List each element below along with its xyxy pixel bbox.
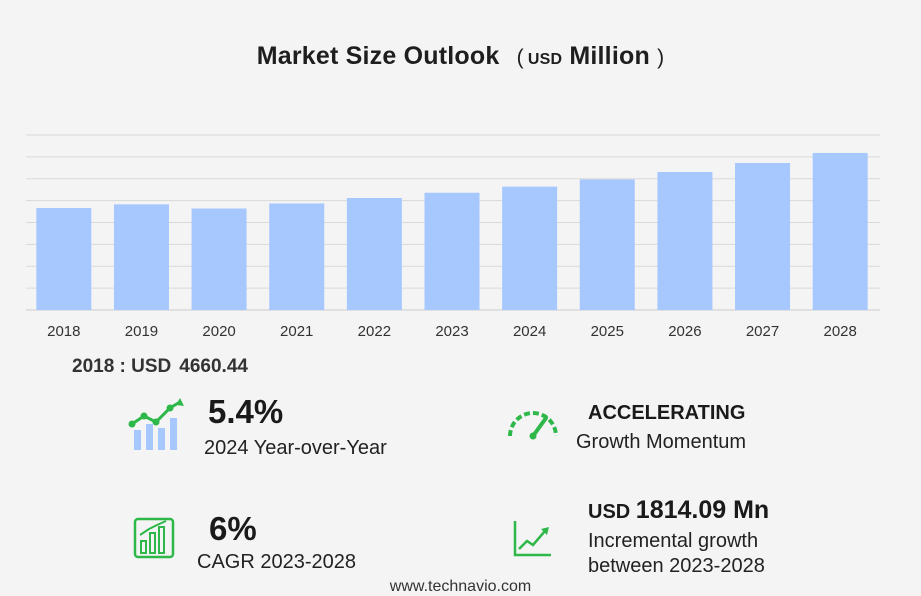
cagr-value: 6% <box>209 510 257 547</box>
incremental-number: 1814.09 Mn <box>635 496 770 524</box>
base-year-stat: 2018 : USD 4660.44 <box>72 356 248 378</box>
yoy-value: 5.4% <box>208 393 284 430</box>
x-tick-2026: 2026 <box>668 323 701 340</box>
chart-title: Market Size Outlook (USD Million ) <box>0 42 921 71</box>
x-tick-2024: 2024 <box>513 323 546 340</box>
bar-2020 <box>191 208 247 310</box>
bar-2028 <box>812 152 868 310</box>
bar-chart-icon <box>133 517 175 559</box>
line-growth-icon <box>513 521 551 557</box>
x-tick-2023: 2023 <box>435 323 468 340</box>
title-close-paren: ) <box>657 46 665 69</box>
title-open-paren: ( <box>516 46 524 69</box>
incremental-label-1: Incremental growth <box>588 530 759 552</box>
bar-2021 <box>269 203 325 310</box>
momentum-value: ACCELERATING <box>588 402 746 424</box>
bar-2026 <box>657 171 713 310</box>
bars <box>36 152 868 310</box>
x-tick-labels: 2018 2019 2020 2021 2022 2023 2024 2025 2026 2027… <box>47 323 857 340</box>
momentum-label: Growth Momentum <box>576 431 747 453</box>
bar-2025 <box>579 179 635 310</box>
incremental-value: USD 1814.09 Mn <box>588 496 769 525</box>
title-main: Market Size Outlook <box>256 42 500 70</box>
speedometer-icon <box>508 411 558 440</box>
bar-2018 <box>36 208 92 310</box>
yoy-label: 2024 Year-over-Year <box>204 437 387 459</box>
incremental-prefix: USD <box>588 501 631 523</box>
title-unit-small: USD <box>527 51 563 68</box>
bar-2019 <box>113 204 169 310</box>
bar-chart: 2018 2019 2020 2021 2022 2023 2024 2025 2026 2027… <box>26 134 880 340</box>
base-year-label: 2018 : USD <box>72 356 172 377</box>
title-unit: Million <box>569 42 650 70</box>
incremental-label-2: between 2023-2028 <box>588 555 765 577</box>
x-tick-2020: 2020 <box>202 323 235 340</box>
bar-2027 <box>735 163 791 310</box>
x-tick-2025: 2025 <box>591 323 624 340</box>
footer-source: www.technavio.com <box>389 578 532 595</box>
bar-2024 <box>502 186 558 310</box>
x-tick-2028: 2028 <box>823 323 856 340</box>
x-tick-2027: 2027 <box>746 323 779 340</box>
cagr-label: CAGR 2023-2028 <box>197 551 356 573</box>
bar-2022 <box>346 198 402 310</box>
base-year-value: 4660.44 <box>179 356 248 377</box>
x-tick-2021: 2021 <box>280 323 313 340</box>
bar-2023 <box>424 192 480 310</box>
x-tick-2022: 2022 <box>358 323 391 340</box>
x-tick-2019: 2019 <box>125 323 158 340</box>
x-tick-2018: 2018 <box>47 323 80 340</box>
bar-growth-icon <box>128 398 184 450</box>
